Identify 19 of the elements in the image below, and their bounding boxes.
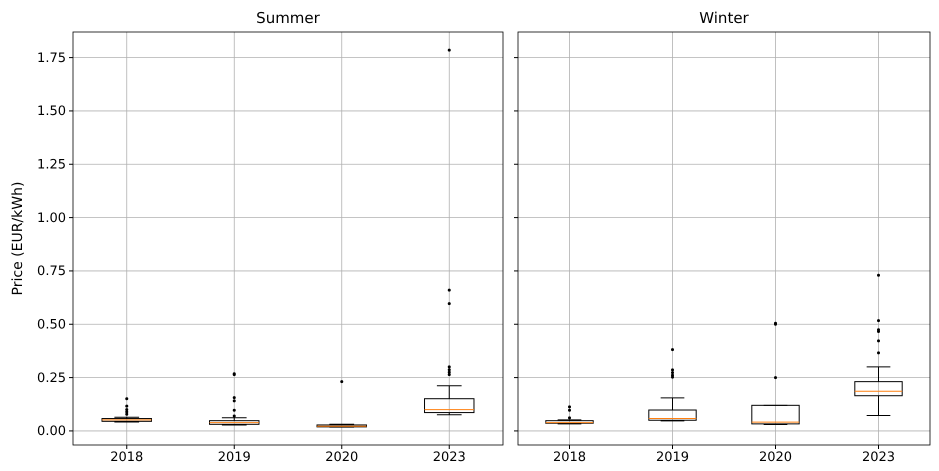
y-axis-title: Price (EUR/kWh) [10,182,26,296]
x-tick-label: 2018 [110,450,144,466]
x-tick-label: 2019 [656,450,690,466]
x-tick-label: 2019 [218,450,251,466]
y-tick-label: 1.25 [37,157,66,172]
y-tick-label: 1.50 [37,104,66,120]
x-tick-label: 2023 [432,450,466,466]
y-tick-label: 0.25 [37,370,66,386]
chart-title: Winter [699,9,750,27]
x-tick-label: 2020 [325,450,358,466]
y-tick-label: 1.75 [37,50,66,66]
chart-title: Summer [256,9,321,27]
y-tick-label: 0.50 [37,317,66,332]
x-tick-label: 2020 [758,450,792,466]
y-tick-label: 0.75 [37,264,66,280]
y-tick-label: 0.00 [37,424,66,440]
x-tick-label: 2023 [862,450,896,466]
y-tick-label: 1.00 [37,210,66,226]
x-tick-label: 2018 [552,450,586,466]
